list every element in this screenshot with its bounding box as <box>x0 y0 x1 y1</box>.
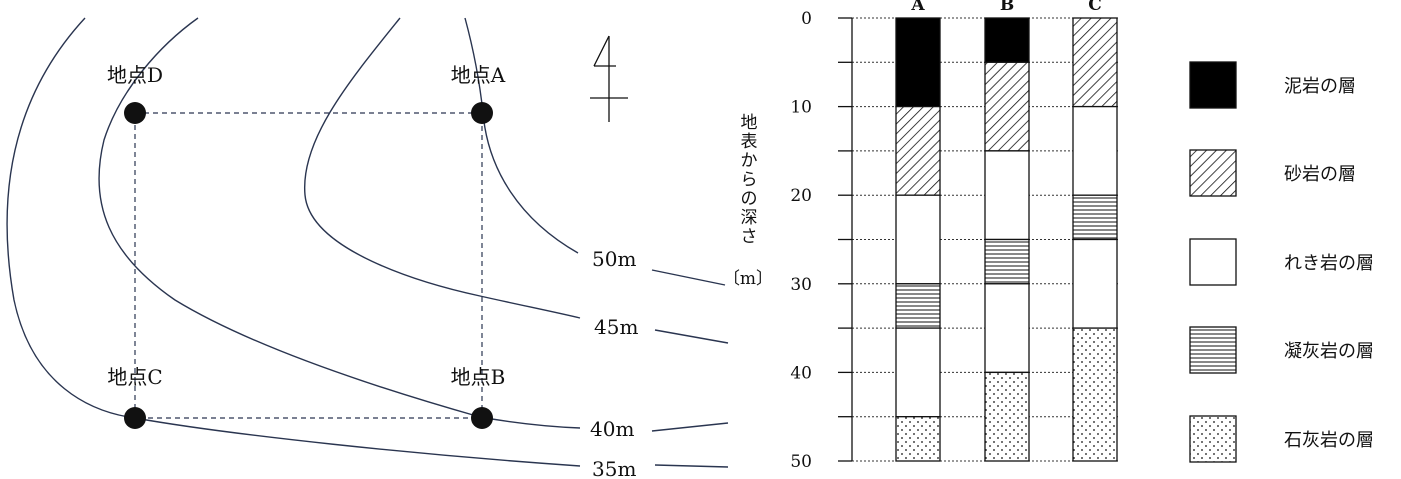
layer-tuff <box>1072 194 1118 241</box>
contour-line-45m <box>304 17 581 319</box>
point-C-marker <box>124 407 146 429</box>
legend-swatch-limestone <box>1189 415 1237 463</box>
contour-line-35m <box>6 17 581 467</box>
contour-label-50m: 50m <box>592 247 636 271</box>
layer-conglomerate <box>1072 238 1118 329</box>
contour-label-35m: 35m <box>592 457 636 479</box>
contour-line-50m <box>464 17 579 254</box>
layer-tuff <box>984 238 1030 285</box>
contour-line-45m-tail <box>654 329 729 344</box>
strata-columns: A B C <box>895 0 1118 462</box>
contour-line-40m-tail <box>651 422 729 432</box>
legend-swatch-conglomerate <box>1189 238 1237 286</box>
legend-swatch-mudstone <box>1189 61 1237 109</box>
layer-conglomerate <box>895 327 941 418</box>
y-tick-label: 0 <box>801 9 812 29</box>
y-axis-ticks: 0 10 20 30 40 50 <box>790 9 852 472</box>
strata-column-B: B <box>984 0 1030 462</box>
y-axis-label-char: さ <box>741 227 758 247</box>
survey-rectangle <box>134 112 483 419</box>
y-axis-label-char: 深 <box>741 208 758 228</box>
legend-label-sandstone: 砂岩の層 <box>1284 164 1356 185</box>
layer-limestone <box>895 416 941 462</box>
contour-label-40m: 40m <box>590 417 634 441</box>
point-A-label: 地点A <box>451 63 506 87</box>
legend-label-limestone: 石灰岩の層 <box>1284 430 1374 451</box>
layer-sandstone <box>895 105 941 196</box>
layer-sandstone <box>1072 17 1118 108</box>
point-D-label: 地点D <box>107 63 163 87</box>
north-arrow-icon <box>590 35 628 122</box>
contour-label-45m: 45m <box>594 315 638 339</box>
layer-conglomerate <box>1072 105 1118 196</box>
point-B-label: 地点B <box>451 365 506 389</box>
layer-mudstone <box>984 17 1030 63</box>
contour-line-50m-tail <box>651 269 726 286</box>
layer-tuff <box>895 283 941 329</box>
y-tick-label: 30 <box>790 275 812 295</box>
contour-map: 地点D 地点A 地点C 地点B 50m 45m 40m 35m <box>6 17 729 479</box>
layer-mudstone <box>895 17 941 108</box>
legend-label-mudstone: 泥岩の層 <box>1284 76 1356 97</box>
y-axis-label-char: か <box>741 151 758 171</box>
column-header-A: A <box>910 0 925 15</box>
contour-line-40m <box>98 17 581 429</box>
layer-sandstone <box>984 61 1030 152</box>
column-header-C: C <box>1088 0 1102 15</box>
y-axis-unit: 〔m〕 <box>723 269 773 289</box>
y-axis-label-char: の <box>741 189 758 209</box>
y-axis-label-char: ら <box>741 170 758 190</box>
column-header-B: B <box>1000 0 1014 15</box>
layer-conglomerate <box>984 150 1030 241</box>
strata-column-C: C <box>1072 0 1118 462</box>
y-tick-label: 10 <box>790 98 812 118</box>
layer-conglomerate <box>895 194 941 285</box>
y-tick-label: 20 <box>790 186 812 206</box>
y-tick-label: 50 <box>790 452 812 472</box>
point-C-label: 地点C <box>107 365 162 389</box>
legend-swatch-sandstone <box>1189 149 1237 197</box>
point-B-marker <box>471 407 493 429</box>
legend-label-conglomerate: れき岩の層 <box>1284 253 1374 274</box>
layer-limestone <box>984 371 1030 462</box>
legend-swatch-tuff <box>1189 326 1237 374</box>
contour-line-35m-tail <box>654 464 729 468</box>
y-tick-label: 40 <box>790 363 812 383</box>
legend-label-tuff: 凝灰岩の層 <box>1284 341 1374 362</box>
strata-column-A: A <box>895 0 941 462</box>
layer-conglomerate <box>984 283 1030 374</box>
layer-limestone <box>1072 327 1118 462</box>
y-axis-label-char: 表 <box>741 132 758 152</box>
y-axis-label-char: 地 <box>741 113 758 133</box>
point-D-marker <box>124 102 146 124</box>
point-A-marker <box>471 102 493 124</box>
